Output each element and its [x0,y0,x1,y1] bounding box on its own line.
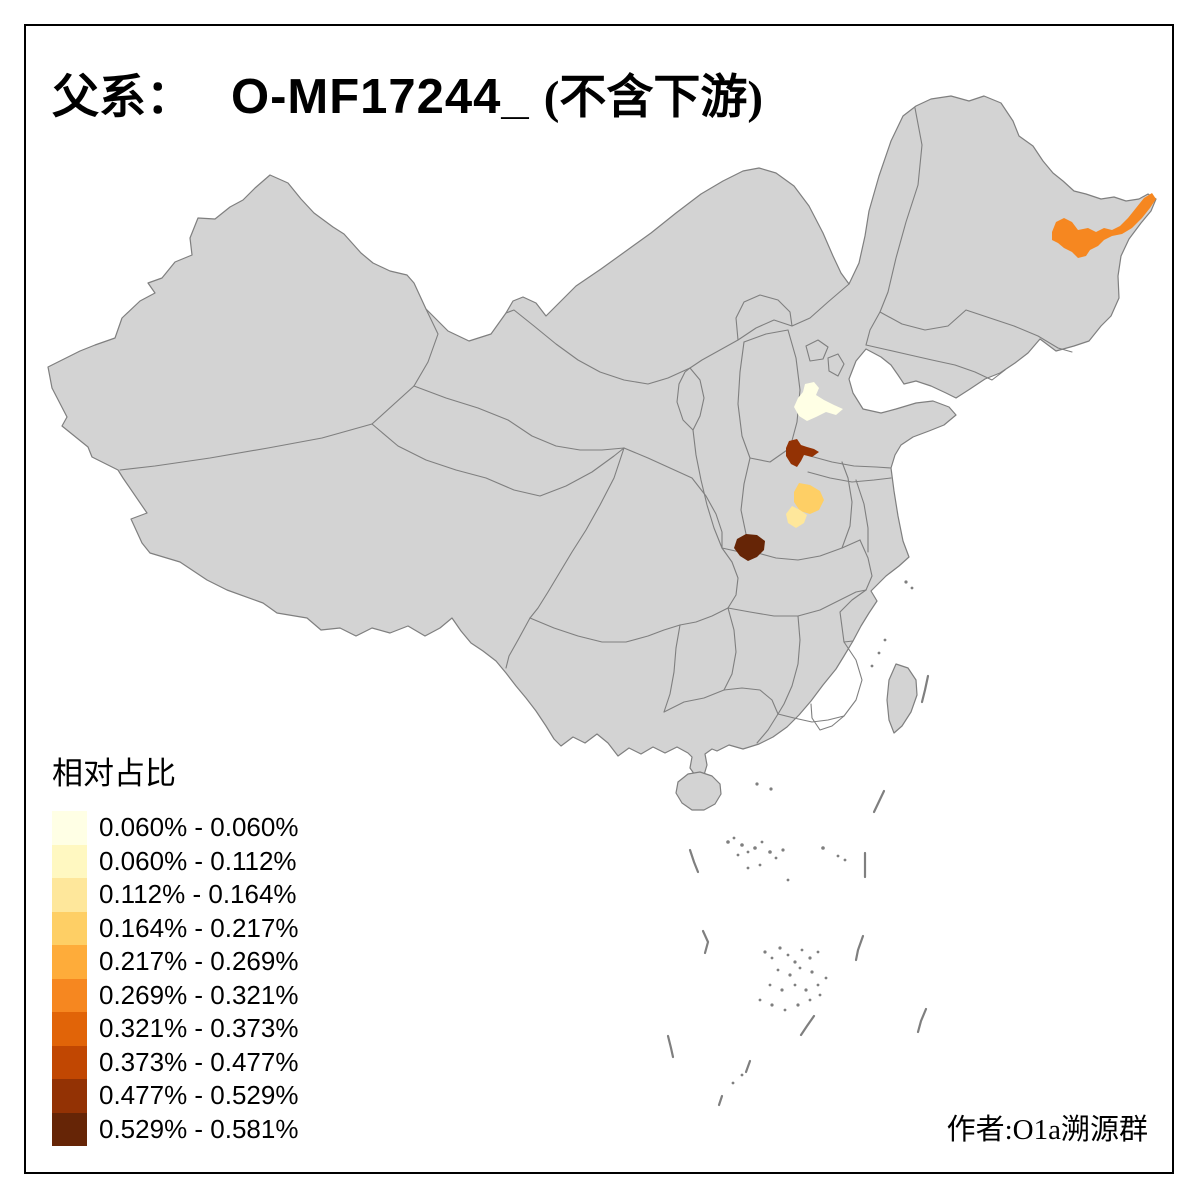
legend-swatch [52,978,87,1012]
legend-swatch [52,811,87,845]
legend-row: 0.164% - 0.217% [52,911,299,945]
highlighted-regions [734,193,1156,561]
legend-label: 0.477% - 0.529% [99,1080,299,1111]
legend-rows: 0.060% - 0.060% 0.060% - 0.112% 0.112% - 0… [52,811,298,1146]
highlight-region-north [794,382,843,421]
highlight-region-central-darkbrown [734,534,765,561]
plot-frame [24,24,1174,1174]
highlight-region-northeast [1052,193,1156,258]
title-suffix: (不含下游) [543,72,764,124]
legend-swatch [52,911,87,945]
nine-dash-line [666,674,930,1107]
taiwan-island [886,663,918,734]
legend-row: 0.321% - 0.373% [52,1012,298,1046]
legend-label: 0.529% - 0.581% [99,1113,299,1144]
legend-row: 0.373% - 0.477% [52,1045,299,1079]
highlight-region-central-lightgold [786,506,807,528]
legend-label: 0.060% - 0.060% [99,812,299,843]
legend-row: 0.060% - 0.060% [52,811,298,845]
page-title: 父系： O-MF17244_ (不含下游) [52,58,763,127]
legend-label: 0.269% - 0.321% [99,979,299,1010]
legend-swatch [52,1112,87,1146]
hainan-island [675,771,722,811]
legend-swatch [52,1045,87,1079]
legend-label: 0.217% - 0.269% [99,946,299,977]
legend-row: 0.112% - 0.164% [52,878,298,912]
legend-row: 0.060% - 0.112% [52,844,298,878]
province-borders [119,107,1073,744]
legend-label: 0.112% - 0.164% [99,879,297,910]
highlight-region-central-darkred [786,439,819,467]
legend-swatch [52,945,87,979]
legend-row: 0.477% - 0.529% [52,1079,298,1113]
title-prefix: 父系： [52,72,193,124]
legend-label: 0.321% - 0.373% [99,1013,299,1044]
legend-label: 0.060% - 0.112% [99,845,297,876]
legend-swatch [52,844,87,878]
legend-swatch [52,1079,87,1113]
legend-row: 0.529% - 0.581% [52,1112,299,1146]
legend-label: 0.373% - 0.477% [99,1046,299,1077]
legend-row: 0.217% - 0.269% [52,945,298,979]
china-mainland [47,95,1157,779]
legend-swatch [52,1012,87,1046]
title-haplogroup: O-MF17244_ [231,70,530,124]
legend-row: 0.269% - 0.321% [52,978,299,1012]
highlight-region-central-gold [794,483,824,514]
legend: 相对占比 0.060% - 0.060% 0.060% - 0.112% 0.112… [52,748,298,1146]
legend-title: 相对占比 [52,756,176,791]
legend-swatch [52,878,87,912]
legend-label: 0.164% - 0.217% [99,912,299,943]
sea-islands [726,580,914,1085]
author-credit: 作者:O1a溯源群 [946,1114,1148,1146]
